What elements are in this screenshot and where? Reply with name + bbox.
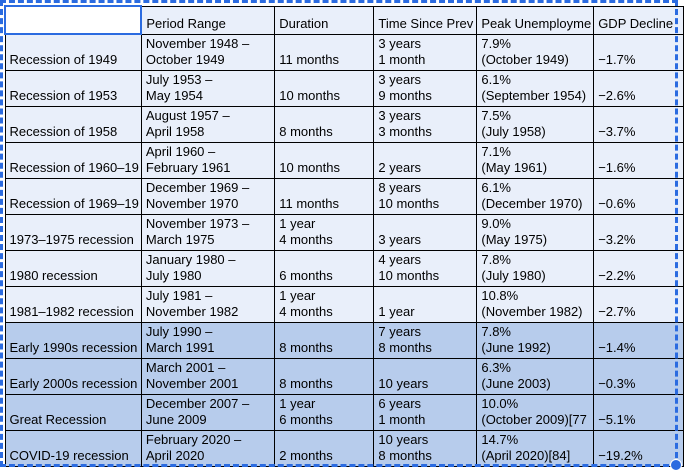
- cell-r7c5[interactable]: −2.2%: [593, 250, 684, 287]
- cell-r12c3[interactable]: 10 years 8 months: [373, 430, 478, 467]
- cell-r2c3[interactable]: 3 years 9 months: [373, 70, 478, 107]
- cell-r11c5[interactable]: −5.1%: [593, 394, 684, 431]
- cell-r10c3[interactable]: 10 years: [373, 358, 478, 395]
- cell-r9c1[interactable]: July 1990 – March 1991: [140, 322, 276, 359]
- cell-r4c2[interactable]: 10 months: [274, 142, 375, 179]
- table-row: Great Recession December 2007 – June 2009…: [4, 394, 684, 431]
- cell-r5c2[interactable]: 11 months: [274, 178, 375, 215]
- cell-r4c4[interactable]: 7.1% (May 1961): [476, 142, 595, 179]
- cell-r5c0[interactable]: Recession of 1969–19: [4, 178, 142, 215]
- cell-r6c0[interactable]: 1973–1975 recession: [4, 214, 142, 251]
- cell-r3c5[interactable]: −3.7%: [593, 106, 684, 143]
- cell-r12c4[interactable]: 14.7% (April 2020)[84]: [476, 430, 595, 467]
- cell-r6c1[interactable]: November 1973 – March 1975: [140, 214, 276, 251]
- table-row: 1980 recession January 1980 – July 1980 6 …: [4, 250, 684, 287]
- cell-r1c2[interactable]: 11 months: [274, 33, 375, 71]
- cell-r12c0[interactable]: COVID-19 recession: [4, 430, 142, 467]
- header-period-range[interactable]: Period Range: [140, 5, 276, 35]
- table-row: Recession of 1958 August 1957 – April 195…: [4, 106, 684, 143]
- table-row: Early 1990s recession July 1990 – March 1…: [4, 322, 684, 359]
- cell-r6c3[interactable]: 3 years: [373, 214, 478, 251]
- cell-r6c4[interactable]: 9.0% (May 1975): [476, 214, 595, 251]
- cell-r11c0[interactable]: Great Recession: [4, 394, 142, 431]
- header-duration[interactable]: Duration: [274, 5, 375, 35]
- table-row: 1981–1982 recession July 1981 – November …: [4, 286, 684, 323]
- cell-r3c1[interactable]: August 1957 – April 1958: [140, 106, 276, 143]
- table-row: COVID-19 recession February 2020 – April …: [4, 430, 684, 467]
- cell-r8c1[interactable]: July 1981 – November 1982: [140, 286, 276, 323]
- cell-r2c0[interactable]: Recession of 1953: [4, 70, 142, 107]
- table-row: Recession of 1960–19 April 1960 – Februar…: [4, 142, 684, 179]
- cell-r7c2[interactable]: 6 months: [274, 250, 375, 287]
- recessions-table: Period Range Duration Time Since Prev Pe…: [3, 5, 684, 467]
- cell-r5c1[interactable]: December 1969 – November 1970: [140, 178, 276, 215]
- cell-r8c0[interactable]: 1981–1982 recession: [4, 286, 142, 323]
- cell-r11c2[interactable]: 1 year 6 months: [274, 394, 375, 431]
- cell-r1c4[interactable]: 7.9% (October 1949): [476, 33, 595, 71]
- cell-r6c5[interactable]: −3.2%: [593, 214, 684, 251]
- cell-r7c4[interactable]: 7.8% (July 1980): [476, 250, 595, 287]
- table-row: Recession of 1969–19 December 1969 – Nove…: [4, 178, 684, 215]
- cell-r10c5[interactable]: −0.3%: [593, 358, 684, 395]
- cell-r2c1[interactable]: July 1953 – May 1954: [140, 70, 276, 107]
- active-cell[interactable]: [3, 5, 143, 35]
- cell-r2c5[interactable]: −2.6%: [593, 70, 684, 107]
- table-row: 1973–1975 recession November 1973 – March…: [4, 214, 684, 251]
- cell-r4c1[interactable]: April 1960 – February 1961: [140, 142, 276, 179]
- cell-r9c3[interactable]: 7 years 8 months: [373, 322, 478, 359]
- recession-table-body: Recession of 1949 November 1948 – October…: [4, 33, 684, 467]
- cell-r9c0[interactable]: Early 1990s recession: [4, 322, 142, 359]
- cell-r11c1[interactable]: December 2007 – June 2009: [140, 394, 276, 431]
- cell-r8c4[interactable]: 10.8% (November 1982): [476, 286, 595, 323]
- cell-r3c3[interactable]: 3 years 3 months: [373, 106, 478, 143]
- cell-r3c4[interactable]: 7.5% (July 1958): [476, 106, 595, 143]
- cell-r5c5[interactable]: −0.6%: [593, 178, 684, 215]
- cell-r1c3[interactable]: 3 years 1 month: [373, 33, 478, 71]
- cell-r12c5[interactable]: −19.2%: [593, 430, 684, 467]
- table-header-row: Period Range Duration Time Since Prev Pe…: [3, 5, 684, 35]
- cell-r10c0[interactable]: Early 2000s recession: [4, 358, 142, 395]
- cell-r11c4[interactable]: 10.0% (October 2009)[77: [476, 394, 595, 431]
- fill-handle[interactable]: [670, 459, 682, 471]
- cell-r3c0[interactable]: Recession of 1958: [4, 106, 142, 143]
- cell-r12c2[interactable]: 2 months: [274, 430, 375, 467]
- cell-r11c3[interactable]: 6 years 1 month: [373, 394, 478, 431]
- cell-r7c0[interactable]: 1980 recession: [4, 250, 142, 287]
- header-peak-unemployment[interactable]: Peak Unemployme: [476, 5, 595, 35]
- cell-r1c0[interactable]: Recession of 1949: [4, 33, 142, 71]
- cell-r4c0[interactable]: Recession of 1960–19: [4, 142, 142, 179]
- table-row: Recession of 1949 November 1948 – October…: [4, 33, 684, 71]
- cell-r8c3[interactable]: 1 year: [373, 286, 478, 323]
- cell-r4c5[interactable]: −1.6%: [593, 142, 684, 179]
- cell-r12c1[interactable]: February 2020 – April 2020: [140, 430, 276, 467]
- cell-r6c2[interactable]: 1 year 4 months: [274, 214, 375, 251]
- table-row: Early 2000s recession March 2001 – Novemb…: [4, 358, 684, 395]
- cell-r5c3[interactable]: 8 years 10 months: [373, 178, 478, 215]
- cell-r8c5[interactable]: −2.7%: [593, 286, 684, 323]
- cell-r8c2[interactable]: 1 year 4 months: [274, 286, 375, 323]
- cell-r10c2[interactable]: 8 months: [274, 358, 375, 395]
- cell-r9c5[interactable]: −1.4%: [593, 322, 684, 359]
- cell-r9c2[interactable]: 8 months: [274, 322, 375, 359]
- cell-r9c4[interactable]: 7.8% (June 1992): [476, 322, 595, 359]
- cell-r3c2[interactable]: 8 months: [274, 106, 375, 143]
- cell-r4c3[interactable]: 2 years: [373, 142, 478, 179]
- header-time-since-prev[interactable]: Time Since Prev: [373, 5, 478, 35]
- cell-r2c4[interactable]: 6.1% (September 1954): [476, 70, 595, 107]
- cell-r2c2[interactable]: 10 months: [274, 70, 375, 107]
- cell-r10c4[interactable]: 6.3% (June 2003): [476, 358, 595, 395]
- cell-r1c5[interactable]: −1.7%: [593, 33, 684, 71]
- header-gdp-decline[interactable]: GDP Decline: [593, 5, 684, 35]
- cell-r5c4[interactable]: 6.1% (December 1970): [476, 178, 595, 215]
- cell-r7c1[interactable]: January 1980 – July 1980: [140, 250, 276, 287]
- cell-r7c3[interactable]: 4 years 10 months: [373, 250, 478, 287]
- table-row: Recession of 1953 July 1953 – May 1954 10 …: [4, 70, 684, 107]
- cell-r1c1[interactable]: November 1948 – October 1949: [140, 33, 276, 71]
- cell-r10c1[interactable]: March 2001 – November 2001: [140, 358, 276, 395]
